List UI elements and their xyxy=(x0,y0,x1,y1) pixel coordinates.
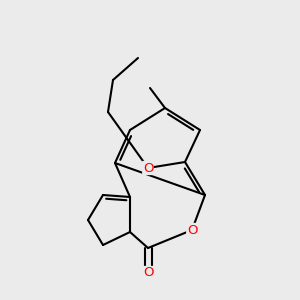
Text: O: O xyxy=(143,266,153,280)
Text: O: O xyxy=(143,161,153,175)
Text: O: O xyxy=(187,224,197,236)
